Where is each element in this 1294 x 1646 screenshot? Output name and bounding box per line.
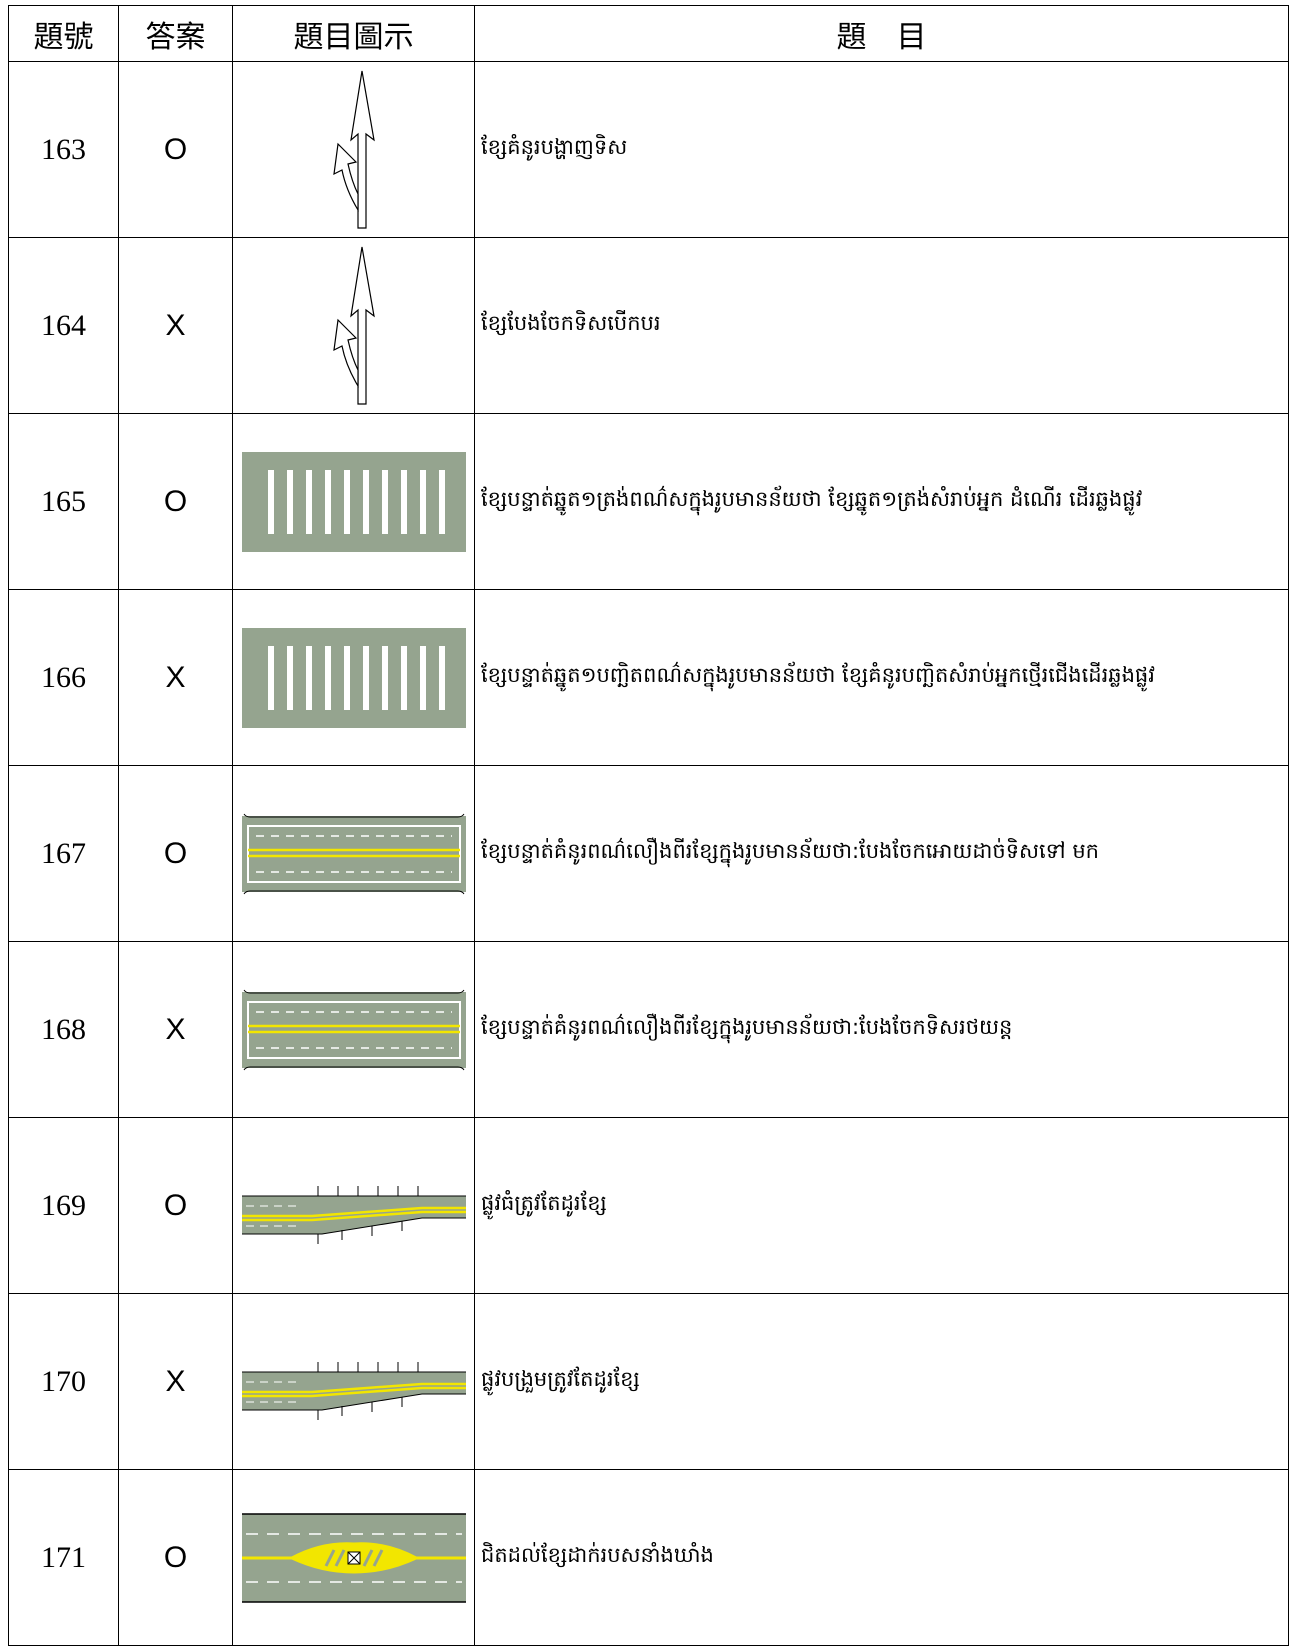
question-text: ខ្សែគំនូរបង្ហាញទិស (474, 61, 1289, 238)
answer: O (118, 1117, 233, 1294)
question-picture (241, 1512, 466, 1603)
question-picture (332, 69, 375, 229)
picture-cell (232, 765, 475, 942)
question-picture (241, 988, 466, 1071)
question-text: ផ្លូវបង្រួមត្រូវតែដូរខ្សែ (474, 1293, 1289, 1470)
question-number: 169 (8, 1117, 119, 1294)
picture-cell (232, 1293, 475, 1470)
header-cell: 答案 (118, 5, 233, 62)
table-row: 168 X ខ្សែបន្ទាត់គំនូរពណ៌លឿងពីរខ្សែក្នុងរូ… (8, 941, 1289, 1118)
header-cell: 題 目 (474, 5, 1289, 62)
picture-cell (232, 61, 475, 238)
table-row: 166 X ខ្សែបន្ទាត់ឆ្នូត១បញ្ឆិតពណ៌សក្នុងរូបម… (8, 589, 1289, 766)
question-number: 168 (8, 941, 119, 1118)
picture-cell (232, 941, 475, 1118)
answer: X (118, 589, 233, 766)
question-picture (241, 627, 466, 728)
answer: O (118, 765, 233, 942)
table-row: 163 O ខ្សែគំនូរបង្ហាញទិស (8, 61, 1289, 238)
question-number: 170 (8, 1293, 119, 1470)
answer: O (118, 61, 233, 238)
question-number: 166 (8, 589, 119, 766)
picture-cell (232, 1469, 475, 1646)
question-text: ជិតដល់ខ្សែដាក់របសនាំងឃាំង (474, 1469, 1289, 1646)
table-body: 163 O ខ្សែគំនូរបង្ហាញទិស 164 X ខ្សែបែងចែកទិសប… (8, 61, 1289, 1646)
question-text: ខ្សែបែងចែកទិសបើកបរ (474, 237, 1289, 414)
answer: O (118, 1469, 233, 1646)
answer: X (118, 941, 233, 1118)
question-text: ខ្សែបន្ទាត់គំនូរពណ៌លឿងពីរខ្សែក្នុងរូបមាន… (474, 941, 1289, 1118)
table-row: 171 O ជិតដល់ខ្សែដាក់របសនាំងឃាំង (8, 1469, 1289, 1646)
picture-cell (232, 413, 475, 590)
picture-cell (232, 237, 475, 414)
table-row: 164 X ខ្សែបែងចែកទិសបើកបរ (8, 237, 1289, 414)
answer: X (118, 237, 233, 414)
question-text: ខ្សែបន្ទាត់គំនូរពណ៌លឿងពីរខ្សែក្នុងរូបមាន… (474, 765, 1289, 942)
question-picture (332, 245, 375, 405)
question-number: 164 (8, 237, 119, 414)
question-picture (241, 1360, 466, 1421)
table-row: 170 X ផ្លូវបង្រួមត្រូវតែដូរខ្សែ (8, 1293, 1289, 1470)
picture-cell (232, 1117, 475, 1294)
question-number: 167 (8, 765, 119, 942)
question-text: ខ្សែបន្ទាត់ឆ្នូត១បញ្ឆិតពណ៌សក្នុងរូបមានន័… (474, 589, 1289, 766)
question-number: 163 (8, 61, 119, 238)
question-text: ខ្សែបន្ទាត់ឆ្នូត១ត្រង់ពណ៌សក្នុងរូបមានន័យ… (474, 413, 1289, 590)
table-row: 169 O ផ្លូវធំត្រូវតែដូរខ្សែ (8, 1117, 1289, 1294)
header-cell: 題號 (8, 5, 119, 62)
question-picture (241, 812, 466, 895)
question-picture (241, 451, 466, 552)
header-cell: 題目圖示 (232, 5, 475, 62)
question-picture (241, 1184, 466, 1245)
table-row: 167 O ខ្សែបន្ទាត់គំនូរពណ៌លឿងពីរខ្សែក្នុងរូ… (8, 765, 1289, 942)
question-text: ផ្លូវធំត្រូវតែដូរខ្សែ (474, 1117, 1289, 1294)
quiz-table: 題號 答案 題目圖示題 目 163 O ខ្សែគំនូរបង្ហាញទិស 164 X ខ្… (8, 5, 1289, 1646)
table-row: 165 O ខ្សែបន្ទាត់ឆ្នូត១ត្រង់ពណ៌សក្នុងរូបមា… (8, 413, 1289, 590)
answer: O (118, 413, 233, 590)
picture-cell (232, 589, 475, 766)
header-row: 題號 答案 題目圖示題 目 (8, 5, 1289, 62)
question-number: 171 (8, 1469, 119, 1646)
question-number: 165 (8, 413, 119, 590)
answer: X (118, 1293, 233, 1470)
